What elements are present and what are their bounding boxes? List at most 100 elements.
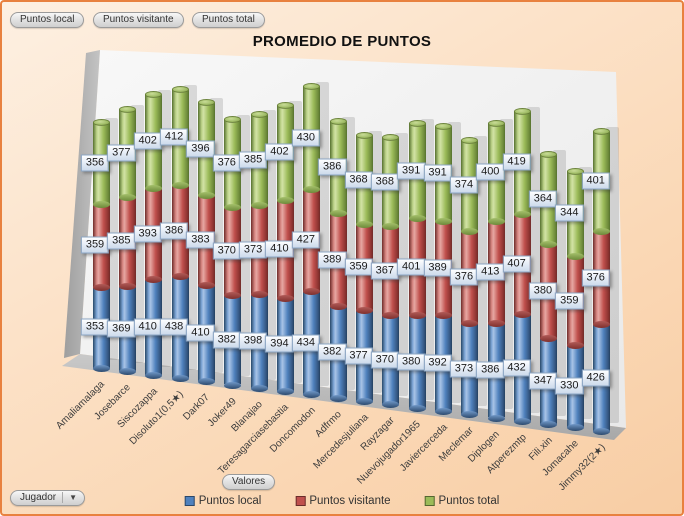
cylinder-seam-ellipse bbox=[540, 335, 558, 343]
cylinder-seam-ellipse bbox=[461, 320, 479, 327]
data-label: 373 bbox=[449, 360, 479, 378]
cylinder-top-cap bbox=[303, 83, 321, 91]
field-button-puntos-total[interactable]: Puntos total bbox=[192, 12, 265, 28]
cylinder-seam-ellipse bbox=[145, 276, 163, 284]
field-button-puntos-visitante[interactable]: Puntos visitante bbox=[92, 12, 184, 28]
cylinder-seam-ellipse bbox=[92, 283, 110, 291]
data-label: 412 bbox=[159, 128, 189, 146]
field-button-puntos-local[interactable]: Puntos local bbox=[10, 12, 85, 28]
data-label: 386 bbox=[159, 222, 189, 240]
data-label: 382 bbox=[212, 331, 241, 349]
data-label: 410 bbox=[265, 240, 294, 258]
data-label: 434 bbox=[291, 334, 320, 352]
cylinder-top-cap bbox=[408, 120, 426, 128]
cylinder-seam-ellipse bbox=[250, 202, 268, 210]
data-label: 394 bbox=[265, 335, 294, 353]
cylinder-seam-ellipse bbox=[514, 311, 532, 319]
cylinder-base-ellipse bbox=[514, 417, 532, 425]
data-label: 427 bbox=[291, 231, 320, 249]
data-label: 401 bbox=[581, 172, 610, 190]
cylinder-seam-ellipse bbox=[197, 282, 215, 290]
cylinder-seam-ellipse bbox=[303, 287, 321, 295]
data-label: 398 bbox=[238, 332, 268, 350]
data-label: 393 bbox=[133, 225, 162, 243]
cylinder-base-ellipse bbox=[145, 371, 163, 379]
data-label: 401 bbox=[397, 258, 426, 276]
cylinder-seam-ellipse bbox=[356, 307, 373, 315]
data-label: 380 bbox=[528, 282, 558, 300]
cylinder-seam-ellipse bbox=[197, 192, 215, 200]
cylinder-seam-ellipse bbox=[435, 312, 453, 320]
data-label: 407 bbox=[502, 255, 531, 273]
cylinder-top-cap bbox=[566, 167, 584, 175]
data-label: 382 bbox=[317, 343, 347, 361]
cylinder-seam-ellipse bbox=[435, 217, 453, 225]
cylinder-seam-ellipse bbox=[224, 291, 242, 299]
data-label: 359 bbox=[80, 236, 110, 254]
cylinder-top-cap bbox=[92, 118, 110, 126]
cylinder-base-ellipse bbox=[224, 381, 242, 389]
data-label: 376 bbox=[212, 154, 241, 172]
cylinder-seam-ellipse bbox=[171, 182, 189, 190]
cylinder-top-cap bbox=[356, 132, 373, 140]
data-label: 364 bbox=[528, 190, 558, 208]
data-label: 438 bbox=[159, 318, 189, 336]
cylinder-seam-ellipse bbox=[224, 204, 242, 212]
legend-item-puntos-total[interactable]: Puntos total bbox=[424, 495, 499, 507]
values-field-button[interactable]: Valores bbox=[222, 474, 276, 490]
cylinder-base-ellipse bbox=[461, 411, 479, 419]
data-label: 402 bbox=[265, 143, 294, 161]
cylinder-seam-ellipse bbox=[145, 184, 163, 192]
data-label: 367 bbox=[370, 262, 400, 280]
data-label: 359 bbox=[344, 258, 373, 276]
cylinder-top-cap bbox=[329, 117, 347, 125]
cylinder-seam-ellipse bbox=[408, 215, 426, 223]
data-label: 413 bbox=[476, 263, 505, 281]
cylinder-base-ellipse bbox=[171, 374, 189, 382]
cylinder-seam-ellipse bbox=[118, 193, 136, 201]
cylinder-base-ellipse bbox=[540, 421, 558, 429]
data-label: 432 bbox=[502, 359, 531, 377]
cylinder-base-ellipse bbox=[356, 398, 373, 405]
data-label: 391 bbox=[423, 164, 452, 182]
cylinder-base-ellipse bbox=[382, 401, 400, 409]
cylinder-top-cap bbox=[145, 91, 163, 99]
jugador-field-dropdown[interactable]: Jugador ▼ bbox=[10, 490, 86, 506]
cylinder-seam-ellipse bbox=[171, 272, 189, 280]
cylinder-top-cap bbox=[461, 136, 479, 144]
cylinder-seam-ellipse bbox=[566, 342, 584, 350]
cylinder-top-cap bbox=[197, 99, 215, 107]
cylinder-top-cap bbox=[224, 115, 242, 123]
data-label: 430 bbox=[291, 129, 320, 147]
legend-item-puntos-local[interactable]: Puntos local bbox=[184, 495, 262, 507]
cylinder-seam-ellipse bbox=[329, 303, 347, 311]
chart-title: PROMEDIO DE PUNTOS bbox=[252, 33, 432, 50]
cylinder-seam-ellipse bbox=[382, 223, 400, 231]
cylinder-seam-ellipse bbox=[382, 311, 400, 319]
data-label: 383 bbox=[186, 231, 215, 249]
jugador-label: Jugador bbox=[20, 492, 57, 503]
cylinder-top-cap bbox=[171, 86, 189, 94]
data-label: 380 bbox=[397, 353, 426, 371]
cylinder-seam-ellipse bbox=[461, 228, 479, 236]
data-label: 374 bbox=[449, 176, 479, 194]
cylinder-base-ellipse bbox=[329, 394, 347, 402]
cylinder-seam-ellipse bbox=[303, 186, 321, 194]
cylinder-seam-ellipse bbox=[250, 290, 268, 298]
legend-label: Puntos local bbox=[198, 495, 262, 507]
data-label: 368 bbox=[344, 171, 373, 189]
data-label: 377 bbox=[107, 144, 136, 162]
cylinder-top-cap bbox=[593, 127, 611, 135]
cylinder-top-cap bbox=[514, 107, 532, 115]
cylinder-seam-ellipse bbox=[356, 220, 373, 228]
chart-legend: Puntos local Puntos visitante Puntos tot… bbox=[184, 495, 499, 507]
legend-item-puntos-visitante[interactable]: Puntos visitante bbox=[295, 495, 391, 507]
cylinder-base-ellipse bbox=[276, 388, 294, 396]
data-label: 347 bbox=[528, 372, 558, 390]
data-label: 419 bbox=[502, 153, 531, 171]
cylinder-seam-ellipse bbox=[514, 210, 532, 218]
data-label: 386 bbox=[317, 158, 347, 176]
data-label: 426 bbox=[581, 369, 610, 387]
